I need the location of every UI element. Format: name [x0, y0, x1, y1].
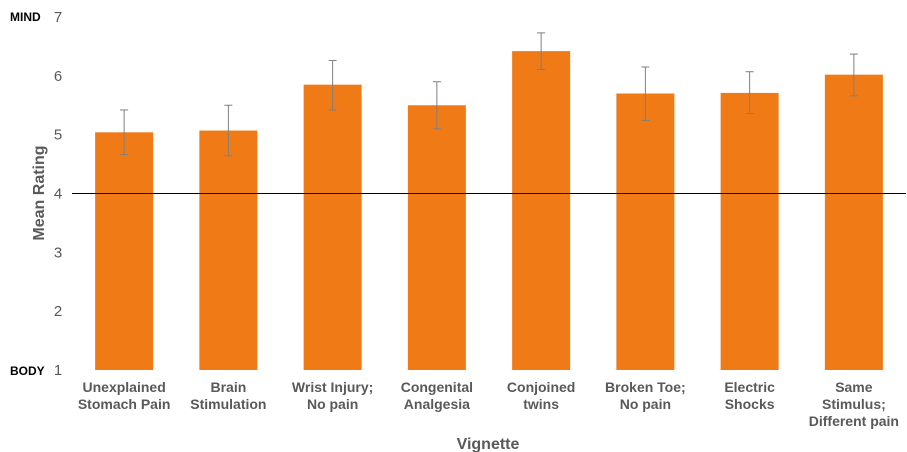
error-bar: [641, 66, 650, 122]
x-tick-label: Same Stimulus; Different pain: [809, 379, 899, 429]
x-tick-label: Wrist Injury; No pain: [292, 379, 373, 412]
x-axis-categories: Unexplained Stomach Pain Brain Stimulation W…: [78, 379, 899, 429]
error-bar: [120, 109, 129, 156]
y-tick-label: 7: [54, 9, 62, 26]
x-tick-label: Unexplained Stomach Pain: [78, 379, 171, 412]
x-tick-label: Congenital Analgesia: [401, 379, 473, 412]
bar: [720, 92, 779, 371]
y-end-label-body: BODY: [10, 364, 45, 378]
y-end-label-mind: MIND: [10, 10, 41, 24]
y-axis-title: Mean Rating: [31, 145, 48, 240]
error-bar: [849, 53, 858, 97]
bar: [824, 74, 883, 370]
y-tick-label: 5: [54, 127, 62, 144]
bar: [95, 132, 154, 370]
x-tick-label: Electric Shocks: [724, 379, 775, 412]
x-tick-label: Conjoined twins: [507, 379, 575, 412]
x-tick-label: Broken Toe; No pain: [605, 379, 686, 412]
y-tick-label: 2: [54, 303, 62, 320]
error-bar: [224, 104, 233, 157]
bar: [512, 51, 571, 371]
y-axis-ticks: 1 2 3 4 5 6 7: [54, 9, 62, 379]
y-tick-label: 3: [54, 244, 62, 261]
error-bars: [120, 32, 858, 157]
y-tick-label: 6: [54, 68, 62, 85]
bars: [95, 51, 883, 371]
y-tick-label: 4: [54, 186, 62, 203]
error-bar: [745, 71, 754, 114]
bar: [616, 93, 675, 370]
bar: [407, 105, 466, 370]
x-axis-title: Vignette: [457, 436, 520, 452]
error-bar: [537, 32, 546, 70]
y-tick-label: 1: [54, 362, 62, 379]
bar: [199, 130, 258, 370]
error-bar: [328, 60, 337, 111]
error-bar: [432, 81, 441, 130]
x-tick-label: Brain Stimulation: [190, 379, 266, 412]
bar: [303, 84, 362, 371]
